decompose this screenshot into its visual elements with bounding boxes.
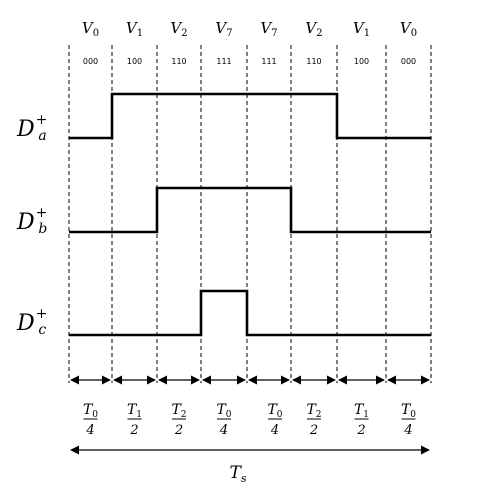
fraction-denominator: 4 — [270, 423, 279, 438]
signal-labels: D+ a D+ b D+ c — [16, 112, 47, 338]
switch-code: 100 — [127, 57, 142, 66]
signal-label-b: D+ b — [16, 205, 47, 237]
signal-label-c: D+ c — [16, 306, 47, 338]
waveform-c — [69, 289, 431, 337]
vector-label: V1 — [126, 19, 143, 39]
fraction-numerator: T0 — [401, 402, 416, 420]
vector-label: V0 — [400, 19, 417, 39]
duration-fraction: T22 — [306, 402, 321, 438]
fraction-numerator: T2 — [171, 402, 186, 420]
vector-label: V1 — [353, 19, 370, 39]
switch-code: 111 — [261, 57, 276, 66]
duration-fraction: T04 — [216, 402, 231, 438]
segment-boundary-lines — [68, 45, 432, 383]
vector-header-row: V0 000 V1 100 V2 110 V7 111 V7 111 V2 110 V1 100 V0 000 — [82, 19, 417, 66]
fraction-numerator: T0 — [267, 402, 282, 420]
period-indicator: Ts — [70, 445, 430, 485]
fraction-numerator: T0 — [216, 402, 231, 420]
switch-code: 111 — [216, 57, 231, 66]
duration-fraction: T04 — [267, 402, 282, 438]
period-label: Ts — [230, 463, 247, 485]
switch-code: 110 — [306, 57, 321, 66]
fraction-denominator: 2 — [174, 423, 183, 438]
fraction-denominator: 4 — [85, 423, 94, 438]
fraction-denominator: 2 — [356, 423, 365, 438]
duration-fraction: T12 — [354, 402, 369, 438]
switch-code: 000 — [83, 57, 98, 66]
switch-code: 100 — [354, 57, 369, 66]
fraction-denominator: 2 — [309, 423, 318, 438]
fraction-numerator: T1 — [354, 402, 369, 420]
vector-label: V2 — [170, 19, 187, 39]
switch-code: 000 — [401, 57, 416, 66]
signal-label-a: D+ a — [16, 112, 47, 144]
waveform-b — [69, 186, 431, 234]
signal-waveforms — [69, 92, 431, 337]
duration-fraction: T04 — [401, 402, 416, 438]
duration-fraction: T12 — [127, 402, 142, 438]
switch-code: 110 — [171, 57, 186, 66]
duration-fraction: T04 — [83, 402, 98, 438]
fraction-denominator: 2 — [129, 423, 138, 438]
vector-label: V0 — [82, 19, 99, 39]
duration-fraction: T22 — [171, 402, 186, 438]
fraction-numerator: T1 — [127, 402, 142, 420]
fraction-numerator: T2 — [306, 402, 321, 420]
fraction-denominator: 4 — [403, 423, 412, 438]
waveform-a — [69, 92, 431, 140]
vector-label: V7 — [260, 19, 277, 39]
vector-label: V2 — [305, 19, 322, 39]
fraction-numerator: T0 — [83, 402, 98, 420]
vector-label: V7 — [215, 19, 232, 39]
fraction-denominator: 4 — [219, 423, 228, 438]
